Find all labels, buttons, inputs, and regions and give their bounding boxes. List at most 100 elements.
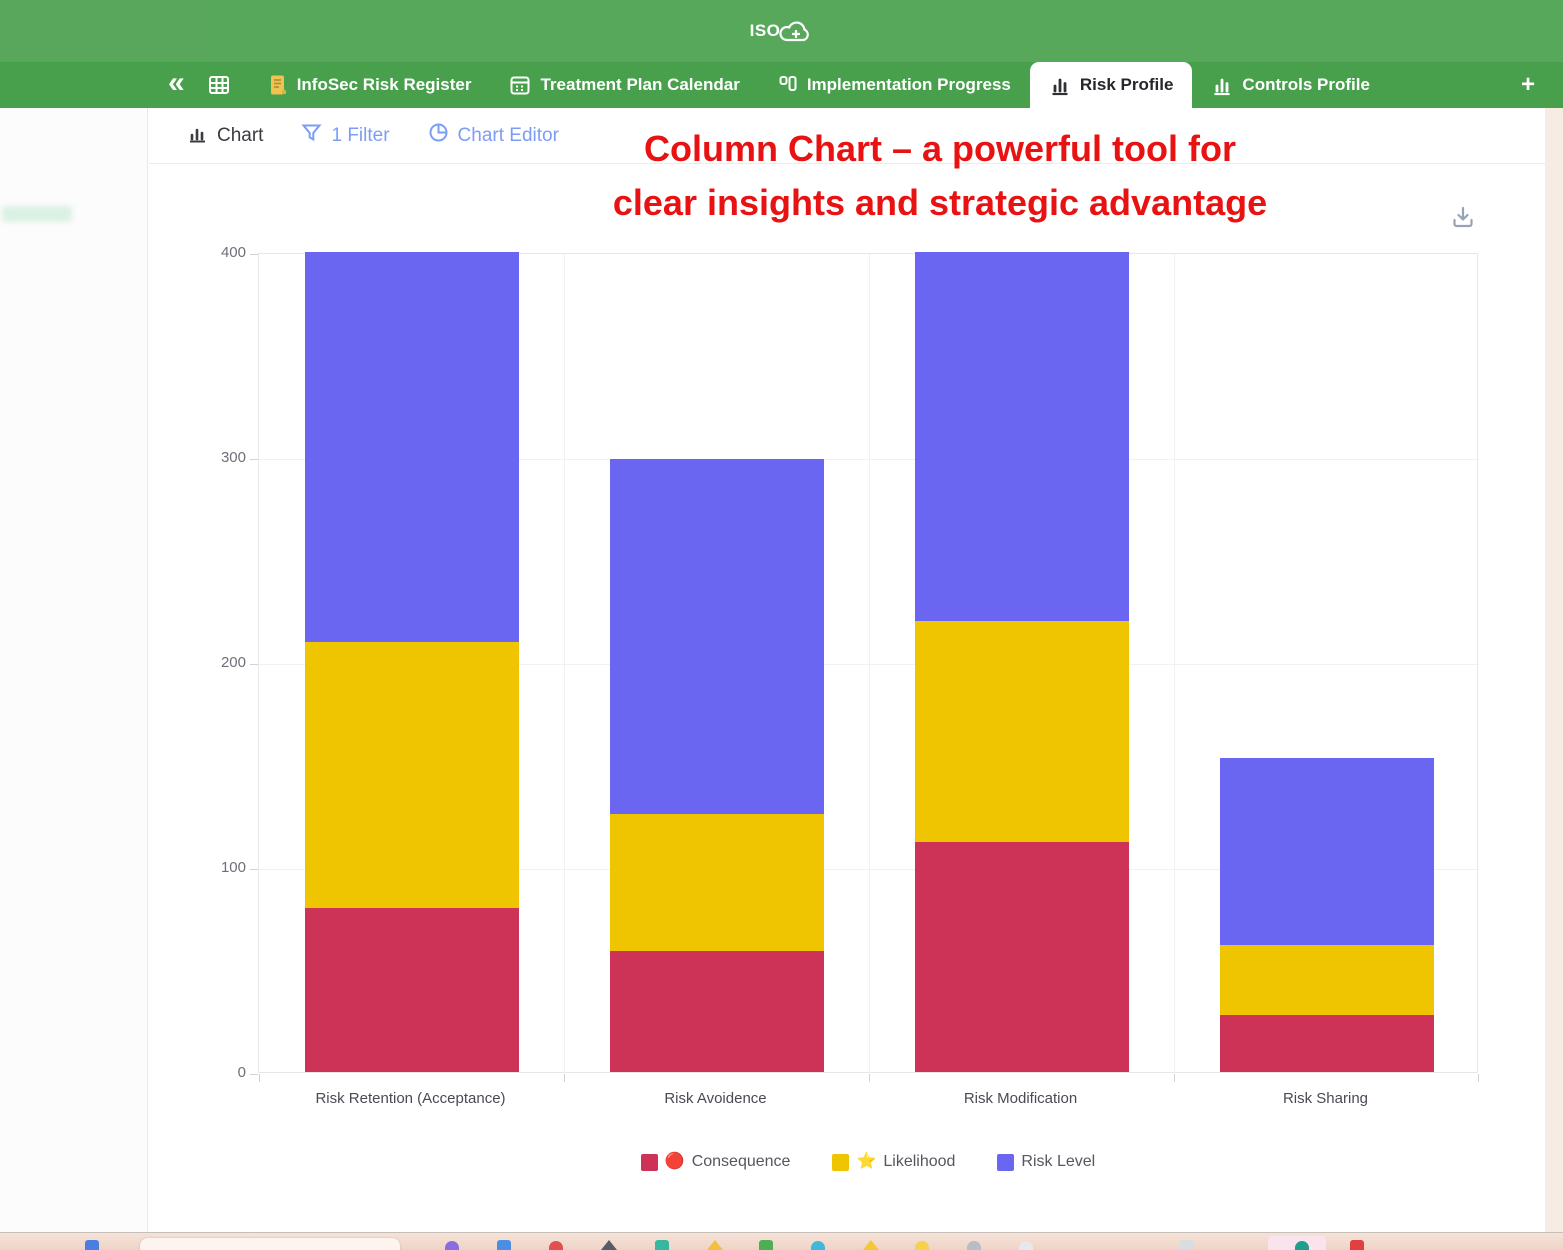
- window-edge-strip: [1545, 108, 1563, 1232]
- bar-segment-risk-level[interactable]: [304, 252, 519, 642]
- y-axis-label: 0: [237, 1064, 246, 1081]
- pie-chart-icon: [428, 122, 449, 149]
- y-axis-label: 200: [220, 654, 246, 671]
- y-axis-label: 300: [220, 449, 246, 466]
- legend-swatch: [640, 1153, 658, 1171]
- chart-view-button[interactable]: Chart: [187, 122, 263, 149]
- gridline: [564, 254, 565, 1074]
- bar-segment-consequence[interactable]: [914, 842, 1129, 1072]
- gridline: [1174, 254, 1175, 1074]
- dock-app-icon[interactable]: [1295, 1241, 1309, 1250]
- bar-segment-risk-level[interactable]: [914, 252, 1129, 622]
- chart-toolbar: Chart 1 Filter Chart Editor: [149, 108, 1545, 164]
- bar-segment-risk-level[interactable]: [609, 459, 824, 814]
- x-tick: [259, 1074, 260, 1082]
- kanban-icon: [778, 74, 798, 96]
- app-header: ISO: [0, 0, 1563, 62]
- tab-label: Treatment Plan Calendar: [540, 75, 740, 94]
- tab-controls-profile[interactable]: Controls Profile: [1192, 62, 1389, 108]
- tab-implementation-progress[interactable]: Implementation Progress: [759, 62, 1030, 108]
- bar-chart-icon: [1049, 74, 1071, 96]
- dock-app-icon[interactable]: [497, 1240, 511, 1250]
- tab-label: InfoSec Risk Register: [296, 75, 472, 94]
- dock-app-icon[interactable]: [759, 1240, 773, 1250]
- bar-segment-consequence[interactable]: [304, 908, 519, 1072]
- bar-risk-modification: [914, 252, 1129, 1072]
- dock-app-icon[interactable]: [863, 1240, 879, 1250]
- x-axis-label: Risk Sharing: [1282, 1090, 1369, 1107]
- funnel-icon: [301, 122, 323, 149]
- tab-risk-profile[interactable]: Risk Profile: [1029, 62, 1193, 108]
- dock-app-icon[interactable]: [655, 1240, 669, 1250]
- bar-segment-likelihood[interactable]: [914, 621, 1129, 843]
- bar-segment-consequence[interactable]: [609, 951, 824, 1072]
- y-axis-label: 100: [220, 859, 246, 876]
- legend-item-consequence[interactable]: 🔴 Consequence: [640, 1153, 790, 1171]
- tab-label: Controls Profile: [1242, 75, 1370, 94]
- dock-app-icon[interactable]: [915, 1241, 929, 1250]
- chart-view-label: Chart: [217, 124, 264, 146]
- collapse-sidebar-button[interactable]: «: [168, 62, 185, 108]
- bar-segment-likelihood[interactable]: [304, 641, 519, 908]
- chart-legend: 🔴 Consequence ⭐ Likelihood Risk Level: [258, 1153, 1478, 1171]
- tab-treatment-plan-calendar[interactable]: Treatment Plan Calendar: [490, 62, 758, 108]
- left-panel: [0, 108, 148, 1232]
- dock-window-sliver: [140, 1238, 400, 1250]
- x-tick: [564, 1074, 565, 1082]
- bar-chart-icon: [187, 122, 208, 149]
- filter-label: 1 Filter: [331, 124, 390, 146]
- dock-app-icon[interactable]: [967, 1241, 981, 1250]
- chevrons-left-icon: «: [168, 66, 185, 99]
- bar-risk-retention-acceptance-: [304, 252, 519, 1072]
- logo-text: ISO: [749, 21, 781, 40]
- dock-app-icon[interactable]: [445, 1241, 459, 1250]
- bar-segment-consequence[interactable]: [1219, 1014, 1434, 1072]
- tab-label: Risk Profile: [1079, 75, 1174, 94]
- left-panel-artifact: [2, 206, 72, 222]
- x-tick: [869, 1074, 870, 1082]
- x-tick: [1478, 1074, 1479, 1082]
- table-grid-icon[interactable]: [207, 62, 231, 108]
- x-axis-label: Risk Retention (Acceptance): [315, 1090, 506, 1107]
- dock-app-icon[interactable]: [811, 1241, 825, 1250]
- red-circle-icon: 🔴: [664, 1153, 685, 1170]
- bar-segment-likelihood[interactable]: [609, 813, 824, 952]
- x-axis-label: Risk Avoidence: [664, 1090, 767, 1107]
- y-tick: [250, 254, 258, 255]
- filter-button[interactable]: 1 Filter: [301, 122, 390, 149]
- bar-risk-avoidence: [609, 459, 824, 1072]
- dock-app-icon[interactable]: [1019, 1241, 1033, 1250]
- bar-segment-risk-level[interactable]: [1219, 758, 1434, 945]
- dock-app-icon[interactable]: [549, 1241, 563, 1250]
- tab-bar-tabs: InfoSec Risk Register Treatment Plan Cale…: [249, 62, 1513, 108]
- legend-item-risk-level[interactable]: Risk Level: [997, 1153, 1095, 1171]
- header-artifact: [0, 0, 205, 58]
- add-tab-button[interactable]: +: [1513, 62, 1543, 108]
- dock-app-icon[interactable]: [601, 1240, 617, 1250]
- tab-infosec-risk-register[interactable]: InfoSec Risk Register: [249, 62, 491, 108]
- chart-editor-button[interactable]: Chart Editor: [428, 122, 559, 149]
- tab-bar: « InfoSec Risk Register Treatment Plan Ca…: [0, 62, 1563, 108]
- app-logo: ISO: [750, 16, 814, 46]
- tab-label: Implementation Progress: [806, 75, 1011, 94]
- legend-label: Risk Level: [1021, 1153, 1096, 1170]
- document-icon: [268, 74, 288, 96]
- macos-dock: [0, 1232, 1563, 1250]
- bar-chart-icon: [1211, 74, 1233, 96]
- y-axis-label: 400: [220, 244, 246, 261]
- legend-swatch: [997, 1153, 1015, 1171]
- dock-app-icon[interactable]: [1350, 1240, 1364, 1250]
- dock-app-icon[interactable]: [85, 1240, 99, 1250]
- bar-segment-likelihood[interactable]: [1219, 944, 1434, 1015]
- chart-editor-label: Chart Editor: [457, 124, 559, 146]
- annotation-line-2: clear insights and strategic advantage: [612, 182, 1268, 223]
- dock-app-icon[interactable]: [707, 1240, 723, 1250]
- download-chart-button[interactable]: [1450, 204, 1476, 235]
- x-tick: [1174, 1074, 1175, 1082]
- legend-item-likelihood[interactable]: ⭐ Likelihood: [832, 1153, 955, 1171]
- gridline: [869, 254, 870, 1074]
- star-icon: ⭐: [856, 1153, 877, 1170]
- y-tick: [250, 1074, 258, 1075]
- dock-app-icon[interactable]: [1180, 1240, 1194, 1250]
- chart-plot-area: [250, 252, 1479, 1082]
